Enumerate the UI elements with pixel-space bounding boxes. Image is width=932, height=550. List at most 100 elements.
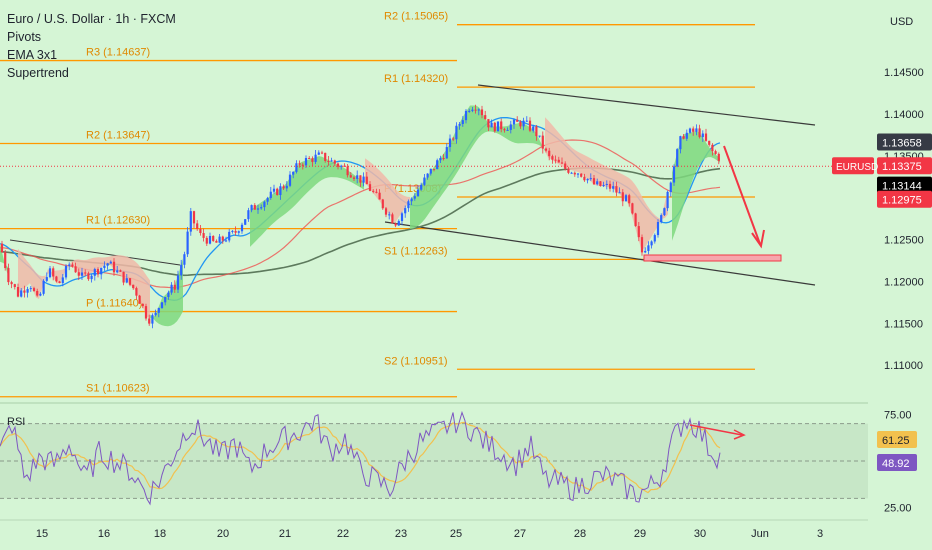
candle-body — [701, 133, 704, 138]
candle-body — [442, 158, 445, 160]
candle-body — [45, 277, 48, 281]
candle-body — [461, 120, 464, 124]
price-tag — [877, 190, 932, 208]
pivot-label: P (1.11640) — [86, 298, 142, 310]
candle-body — [84, 272, 87, 274]
price-tag — [877, 133, 932, 151]
candle-body — [276, 188, 279, 196]
forecast-arrow — [723, 145, 761, 245]
candle-body — [372, 190, 375, 192]
candle-body — [135, 288, 138, 296]
supertrend-up-fill — [672, 131, 720, 241]
candle-body — [263, 201, 266, 208]
candle-body — [128, 278, 132, 285]
rsi-tick-label: 75.00 — [884, 409, 912, 421]
candle-body — [292, 171, 295, 175]
candle-body — [256, 208, 260, 210]
candle-body — [180, 264, 183, 276]
rsi-label: RSI — [7, 416, 25, 428]
candle-body — [90, 275, 93, 280]
candle-body — [621, 192, 624, 202]
candle-body — [100, 267, 103, 275]
y-tick-label: 1.14000 — [884, 109, 924, 121]
candle-body — [474, 109, 477, 111]
pivot-label: S1 (1.10623) — [86, 383, 150, 395]
candle-body — [205, 237, 208, 244]
x-tick-label: 25 — [450, 528, 462, 540]
candle-body — [672, 166, 676, 183]
candle-body — [500, 121, 503, 130]
candle-body — [519, 121, 522, 127]
indicator-pivots[interactable]: Pivots — [7, 30, 42, 44]
candle-body — [141, 303, 144, 307]
candle-body — [7, 268, 10, 283]
candle-body — [164, 297, 167, 303]
candle-body — [285, 185, 288, 189]
chart-legend: Euro / U.S. Dollar · 1h · FXCM Pivots EM… — [7, 10, 176, 82]
candle-body — [679, 136, 682, 150]
candle-body — [368, 184, 372, 191]
candle-body — [493, 122, 496, 132]
candle-body — [189, 211, 192, 232]
candle-body — [477, 109, 480, 111]
price-tag-label: 1.13144 — [882, 181, 922, 193]
candle-body — [77, 272, 80, 276]
candle-body — [224, 240, 228, 242]
candle-body — [599, 181, 602, 187]
y-tick-label: 1.14500 — [884, 67, 924, 79]
y-tick-label: 1.11000 — [884, 360, 923, 372]
pivot-label: R2 (1.15065) — [384, 11, 448, 23]
candle-body — [596, 181, 599, 185]
candle-body — [87, 273, 90, 280]
rsi-divergence-arrow-head — [733, 429, 746, 440]
candle-body — [538, 135, 541, 137]
symbol-title[interactable]: Euro / U.S. Dollar · 1h · FXCM — [7, 12, 176, 26]
candle-body — [589, 178, 592, 180]
candle-body — [640, 237, 644, 253]
candle-body — [528, 120, 532, 131]
candle-body — [116, 270, 119, 273]
candle-body — [484, 115, 487, 120]
x-tick-label: 29 — [634, 528, 646, 540]
candle-body — [448, 138, 452, 148]
candle-body — [653, 235, 656, 242]
candle-body — [301, 164, 304, 166]
candle-body — [388, 214, 391, 216]
candle-body — [628, 195, 631, 204]
candle-body — [560, 162, 564, 164]
rsi-ma-line — [0, 421, 721, 494]
candle-body — [714, 151, 717, 154]
x-tick-label: 30 — [694, 528, 706, 540]
candle-body — [548, 150, 551, 157]
candle-body — [455, 125, 458, 140]
indicator-ema[interactable]: EMA 3x1 — [7, 48, 58, 62]
candle-body — [160, 302, 164, 308]
candle-body — [122, 271, 125, 283]
currency-label: USD — [890, 16, 913, 28]
candle-body — [602, 184, 605, 187]
candle-body — [308, 158, 311, 160]
candle-body — [660, 215, 663, 222]
candle-body — [23, 290, 26, 293]
candle-body — [551, 156, 554, 160]
candle-body — [682, 136, 685, 139]
candle-body — [592, 178, 596, 185]
price-tag-label: 1.13375 — [882, 161, 922, 173]
candle-body — [272, 188, 276, 192]
symbol-badge — [832, 157, 874, 175]
candle-body — [71, 264, 74, 267]
candle-body — [52, 268, 55, 277]
candle-body — [119, 270, 122, 272]
candle-body — [400, 213, 404, 222]
candle-body — [138, 295, 141, 304]
candle-body — [391, 214, 394, 224]
symbol-badge-label: EURUSD — [836, 162, 878, 173]
candle-body — [397, 221, 400, 226]
candle-body — [471, 109, 474, 111]
candle-body — [407, 201, 410, 209]
candle-body — [96, 269, 100, 275]
candle-body — [535, 126, 538, 137]
indicator-supertrend[interactable]: Supertrend — [7, 66, 69, 80]
